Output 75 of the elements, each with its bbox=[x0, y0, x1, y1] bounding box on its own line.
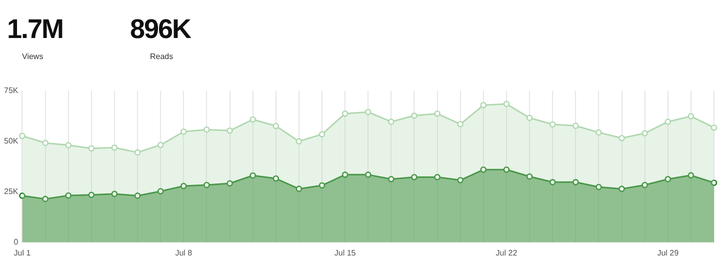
point bbox=[19, 192, 26, 199]
point bbox=[180, 128, 187, 135]
point bbox=[111, 144, 118, 151]
point bbox=[480, 166, 487, 173]
point bbox=[204, 126, 210, 133]
y-tick-label: 25K bbox=[4, 187, 19, 196]
point bbox=[134, 192, 141, 199]
point bbox=[342, 110, 348, 117]
point bbox=[88, 192, 95, 198]
point bbox=[250, 116, 256, 123]
point bbox=[596, 184, 602, 190]
y-tick-label: 75K bbox=[4, 86, 19, 96]
point bbox=[65, 192, 72, 199]
point bbox=[664, 176, 672, 182]
point bbox=[388, 118, 394, 125]
point bbox=[88, 145, 95, 152]
point bbox=[318, 131, 326, 138]
point bbox=[388, 176, 394, 182]
point bbox=[688, 113, 694, 120]
point bbox=[364, 108, 372, 116]
x-tick-label: Jul 29 bbox=[657, 248, 680, 258]
point bbox=[296, 186, 302, 192]
text: Views bbox=[22, 52, 44, 61]
point bbox=[157, 142, 164, 148]
point bbox=[342, 172, 348, 178]
point bbox=[411, 174, 418, 180]
x-tick-label: Jul 8 bbox=[175, 248, 193, 258]
point bbox=[434, 110, 440, 117]
point bbox=[503, 100, 510, 108]
point bbox=[296, 138, 302, 144]
point bbox=[111, 190, 118, 198]
point bbox=[42, 196, 48, 202]
point bbox=[526, 114, 533, 122]
point bbox=[19, 132, 26, 140]
point bbox=[272, 122, 280, 130]
point bbox=[411, 112, 418, 119]
point bbox=[688, 172, 694, 178]
point bbox=[318, 182, 326, 189]
x-tick-label: Jul 15 bbox=[334, 248, 356, 258]
point bbox=[572, 122, 579, 129]
point bbox=[549, 121, 556, 128]
x-tick-label: Jul 22 bbox=[496, 248, 518, 258]
point bbox=[503, 166, 510, 173]
point bbox=[596, 129, 602, 136]
point bbox=[526, 173, 533, 180]
point bbox=[434, 174, 440, 180]
text: 1.7M bbox=[7, 14, 64, 45]
point bbox=[134, 149, 141, 156]
point bbox=[618, 186, 625, 192]
point bbox=[642, 182, 648, 188]
point bbox=[664, 118, 672, 125]
x-tick-label: Jul 1 bbox=[14, 248, 32, 258]
point bbox=[65, 142, 72, 148]
point bbox=[457, 176, 464, 184]
point bbox=[226, 180, 233, 187]
point bbox=[457, 121, 464, 128]
point bbox=[364, 172, 372, 178]
point bbox=[157, 188, 164, 194]
text: 896K bbox=[130, 14, 191, 45]
point bbox=[226, 127, 233, 134]
point bbox=[618, 134, 625, 142]
point bbox=[204, 182, 210, 188]
y-tick-label: 50K bbox=[4, 136, 19, 146]
point bbox=[710, 180, 718, 186]
point bbox=[250, 172, 256, 179]
point bbox=[272, 175, 280, 182]
point bbox=[549, 179, 556, 186]
point bbox=[642, 130, 648, 136]
point bbox=[480, 102, 487, 108]
text: Reads bbox=[150, 52, 174, 61]
point bbox=[710, 124, 718, 131]
point bbox=[572, 179, 579, 186]
y-tick-label: 0 bbox=[14, 238, 19, 247]
point bbox=[42, 140, 48, 146]
point bbox=[180, 182, 187, 190]
